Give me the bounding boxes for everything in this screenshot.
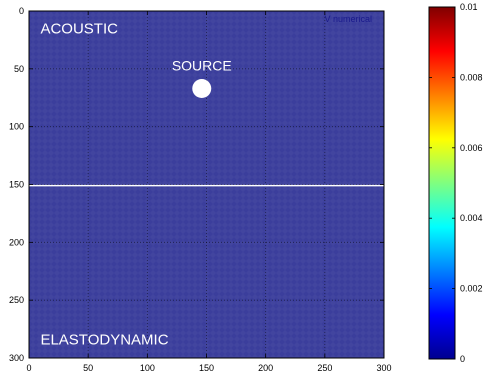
colorbar-tick-label: 0.006 [460,143,483,153]
y-tick-label: 250 [9,295,24,305]
colorbar-tick-label: 0.002 [460,284,483,294]
y-tick-label: 0 [19,6,24,16]
colorbar-tick-label: 0.01 [460,2,478,12]
y-tick-label: 300 [9,353,24,363]
x-tick-label: 150 [199,363,214,373]
colorbar-tick-label: 0 [460,354,465,364]
y-tick-label: 100 [9,122,24,132]
region-label-acoustic: ACOUSTIC [40,20,118,37]
x-tick-label: 100 [140,363,155,373]
y-tick-label: 200 [9,237,24,247]
heatmap-plot: SOURCE ACOUSTIC ELASTODYNAMIC V numerica… [9,6,392,373]
x-tick-label: 250 [317,363,332,373]
colorbar-ticks: 0 0.002 0.004 0.006 0.008 0.01 [429,2,483,364]
colorbar-tick-label: 0.008 [460,72,483,82]
region-label-elastodynamic: ELASTODYNAMIC [40,331,168,348]
legend-label: V numerical [324,14,372,24]
x-tick-label: 0 [26,363,31,373]
colorbar: 0 0.002 0.004 0.006 0.008 0.01 [428,2,483,364]
colorbar-gradient [428,6,456,360]
y-tick-label: 150 [9,180,24,190]
source-label: SOURCE [172,57,232,73]
y-tick-label: 50 [14,64,24,74]
x-tick-label: 50 [83,363,93,373]
source-marker [192,78,212,98]
x-axis-ticks: 0 50 100 150 200 250 300 [26,11,392,373]
y-axis-ticks: 0 50 100 150 200 250 300 [9,6,384,363]
colorbar-tick-label: 0.004 [460,213,483,223]
x-tick-label: 300 [376,363,391,373]
grid-lines [29,11,384,358]
x-tick-label: 200 [258,363,273,373]
